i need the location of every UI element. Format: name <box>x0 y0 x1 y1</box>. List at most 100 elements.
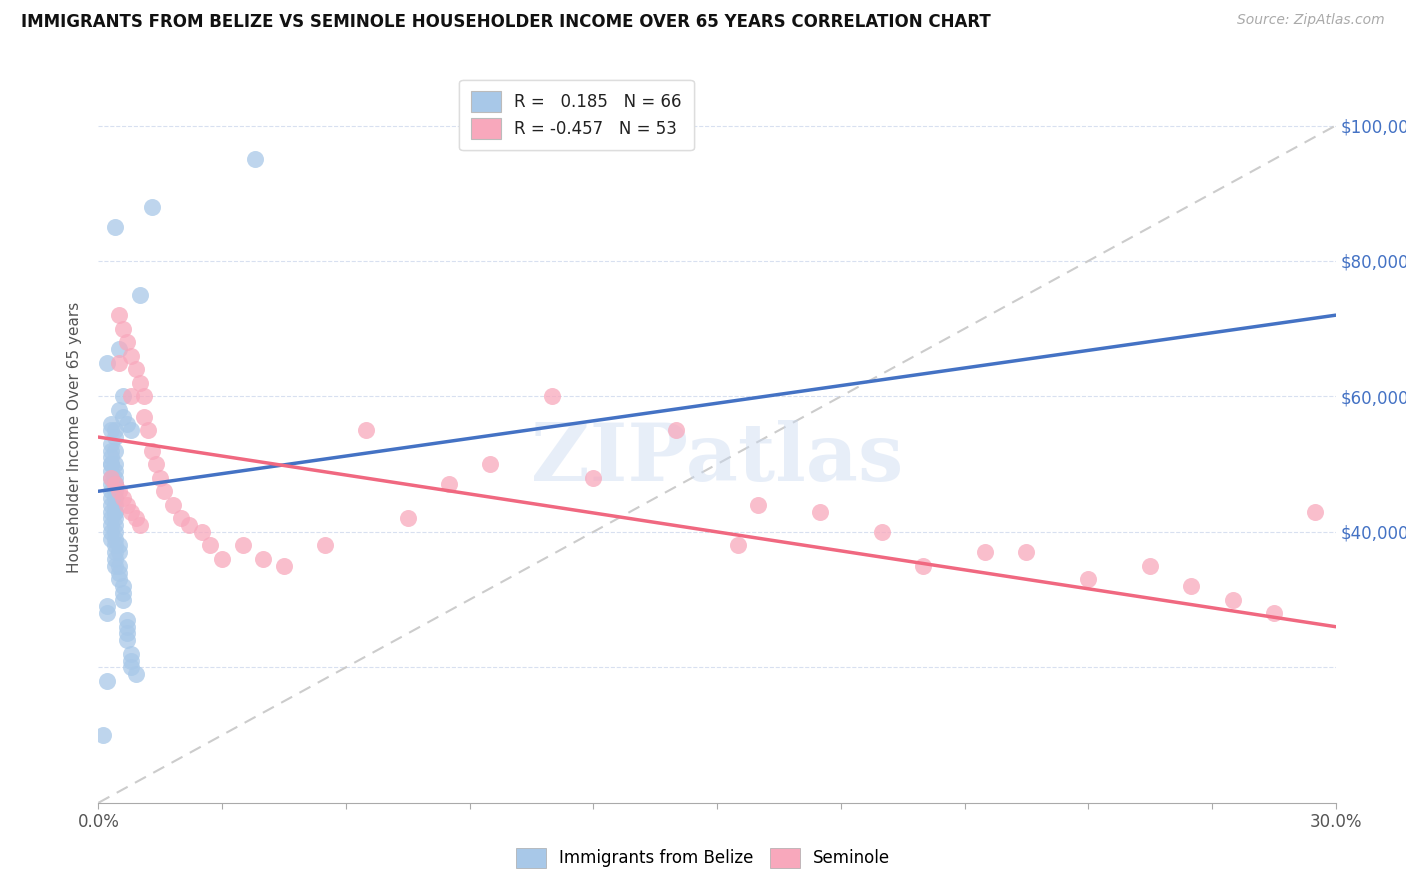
Point <box>112 592 135 607</box>
Point <box>108 342 131 356</box>
Point <box>314 538 336 552</box>
Point <box>117 498 139 512</box>
Point <box>162 498 184 512</box>
Point <box>141 443 163 458</box>
Point <box>124 511 146 525</box>
Point <box>108 558 131 573</box>
Point <box>1077 572 1099 586</box>
Point <box>104 471 127 485</box>
Point <box>120 647 142 661</box>
Point <box>108 403 131 417</box>
Text: Source: ZipAtlas.com: Source: ZipAtlas.com <box>1237 13 1385 28</box>
Point <box>100 511 122 525</box>
Point <box>120 423 142 437</box>
Point <box>198 538 221 552</box>
Point <box>96 673 118 688</box>
Point <box>541 389 564 403</box>
Point <box>100 532 122 546</box>
Point <box>96 355 118 369</box>
Point <box>1303 505 1326 519</box>
Point <box>104 545 127 559</box>
Point <box>117 335 139 350</box>
Point <box>170 511 193 525</box>
Point <box>91 728 114 742</box>
Point <box>117 626 139 640</box>
Y-axis label: Householder Income Over 65 years: Householder Income Over 65 years <box>67 301 83 573</box>
Point <box>870 524 893 539</box>
Point <box>124 362 146 376</box>
Text: IMMIGRANTS FROM BELIZE VS SEMINOLE HOUSEHOLDER INCOME OVER 65 YEARS CORRELATION : IMMIGRANTS FROM BELIZE VS SEMINOLE HOUSE… <box>21 13 991 31</box>
Point <box>128 288 150 302</box>
Point <box>96 606 118 620</box>
Point <box>396 511 419 525</box>
Point <box>117 417 139 431</box>
Point <box>100 423 122 437</box>
Point <box>108 566 131 580</box>
Point <box>100 457 122 471</box>
Point <box>104 464 127 478</box>
Point <box>179 518 201 533</box>
Point <box>356 423 378 437</box>
Point <box>108 308 131 322</box>
Point <box>112 586 135 600</box>
Legend: Immigrants from Belize, Seminole: Immigrants from Belize, Seminole <box>509 841 897 875</box>
Text: ZIPatlas: ZIPatlas <box>531 420 903 498</box>
Point <box>100 524 122 539</box>
Point <box>100 437 122 451</box>
Point <box>100 457 122 471</box>
Point <box>96 599 118 614</box>
Point <box>190 524 212 539</box>
Point <box>104 511 127 525</box>
Point <box>104 558 127 573</box>
Point <box>582 471 605 485</box>
Point <box>104 477 127 491</box>
Point <box>136 423 159 437</box>
Point <box>112 491 135 505</box>
Point <box>437 477 460 491</box>
Point <box>112 579 135 593</box>
Point <box>100 518 122 533</box>
Point <box>104 457 127 471</box>
Point <box>141 200 163 214</box>
Point <box>104 552 127 566</box>
Point <box>149 471 172 485</box>
Point <box>120 389 142 403</box>
Point <box>100 505 122 519</box>
Point <box>912 558 935 573</box>
Point <box>100 471 122 485</box>
Point <box>1139 558 1161 573</box>
Point <box>120 654 142 668</box>
Point <box>104 477 127 491</box>
Point <box>120 505 142 519</box>
Point <box>153 484 176 499</box>
Point <box>211 552 233 566</box>
Point <box>100 484 122 499</box>
Point <box>104 220 127 235</box>
Point <box>243 153 266 167</box>
Point <box>112 409 135 424</box>
Point <box>100 477 122 491</box>
Point <box>100 443 122 458</box>
Point <box>747 498 769 512</box>
Point <box>1263 606 1285 620</box>
Point <box>104 443 127 458</box>
Point <box>108 572 131 586</box>
Point <box>128 518 150 533</box>
Point <box>104 505 127 519</box>
Point <box>108 484 131 499</box>
Point <box>145 457 167 471</box>
Point <box>128 376 150 390</box>
Legend: R =   0.185   N = 66, R = -0.457   N = 53: R = 0.185 N = 66, R = -0.457 N = 53 <box>460 79 693 151</box>
Point <box>100 471 122 485</box>
Point <box>100 417 122 431</box>
Point <box>117 620 139 634</box>
Point <box>100 491 122 505</box>
Point <box>132 409 155 424</box>
Point <box>665 423 688 437</box>
Point <box>108 355 131 369</box>
Point <box>104 505 127 519</box>
Point <box>108 538 131 552</box>
Point <box>974 545 997 559</box>
Point <box>117 633 139 648</box>
Point <box>104 477 127 491</box>
